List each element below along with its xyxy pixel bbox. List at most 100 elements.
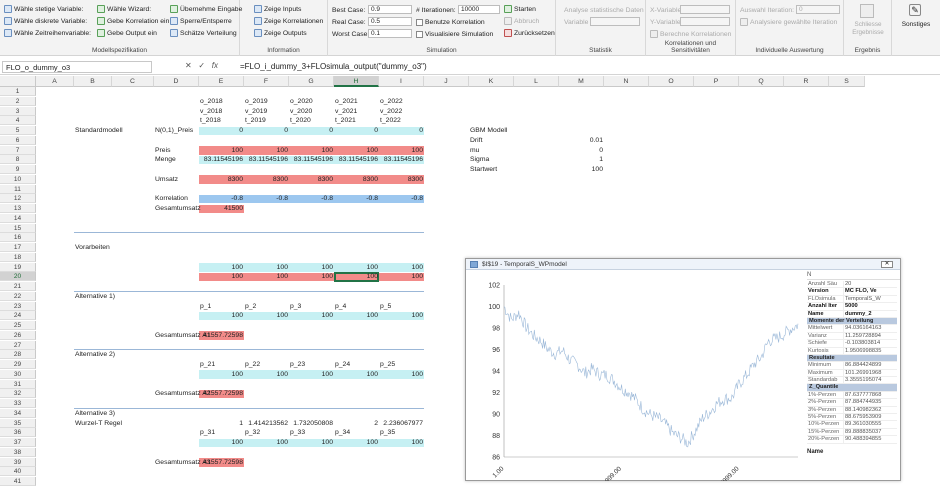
cell[interactable]: p_34 bbox=[335, 429, 351, 437]
cell[interactable]: -0.8 bbox=[276, 195, 288, 203]
property-row[interactable]: 20%-Perzen 90.488394855 bbox=[807, 436, 897, 444]
property-row[interactable]: 1%-Perzen 87.637777868 bbox=[807, 391, 897, 400]
cell[interactable]: Gesamtumsatz A1 bbox=[155, 331, 211, 339]
property-row[interactable]: Name dummy_2 bbox=[807, 310, 897, 318]
property-row[interactable]: Kurtosis 1.9506998835 bbox=[807, 347, 897, 355]
properties-section[interactable]: Momente der Verteilung bbox=[807, 317, 897, 326]
cell[interactable]: mu bbox=[470, 146, 480, 154]
select-all-corner[interactable] bbox=[0, 76, 36, 87]
cell[interactable]: p_25 bbox=[380, 361, 396, 368]
cell[interactable]: t_2018 bbox=[200, 117, 221, 125]
start-button[interactable]: Starten bbox=[504, 4, 536, 14]
row-header[interactable]: 36 bbox=[0, 428, 36, 438]
cell[interactable]: 100 bbox=[231, 439, 243, 446]
cell[interactable]: 1.414213562 bbox=[248, 419, 288, 427]
cell[interactable]: 0 bbox=[329, 127, 333, 134]
cell[interactable]: 0.01 bbox=[589, 136, 603, 144]
row-header[interactable]: 11 bbox=[0, 184, 36, 194]
cell[interactable]: Vorarbeiten bbox=[75, 244, 110, 251]
row-header[interactable]: 31 bbox=[0, 379, 36, 389]
x-variable-select[interactable] bbox=[680, 5, 730, 14]
column-header[interactable]: L bbox=[514, 76, 559, 87]
calc-correlations-button[interactable]: Berechne Korrelationen bbox=[650, 29, 731, 39]
cell[interactable]: 100 bbox=[276, 263, 288, 271]
variable-select[interactable] bbox=[590, 17, 640, 26]
row-header[interactable]: 34 bbox=[0, 408, 36, 418]
select-discrete-button[interactable]: Wähle diskrete Variable: bbox=[4, 16, 87, 26]
column-header[interactable]: K bbox=[469, 76, 514, 87]
cell[interactable]: Drift bbox=[470, 136, 483, 144]
cell[interactable]: 100 bbox=[411, 273, 423, 281]
cell[interactable]: -0.8 bbox=[321, 195, 333, 203]
cell[interactable]: 1 bbox=[599, 156, 603, 164]
row-header[interactable]: 19 bbox=[0, 262, 36, 272]
cell[interactable]: 100 bbox=[276, 146, 288, 154]
cell[interactable]: p_4 bbox=[335, 302, 347, 310]
cell[interactable]: 100 bbox=[411, 146, 423, 154]
cell[interactable]: 100 bbox=[231, 146, 243, 154]
row-header[interactable]: 28 bbox=[0, 350, 36, 360]
use-correlation-checkbox[interactable]: Benutze Korrelation bbox=[416, 17, 485, 27]
cell[interactable]: 100 bbox=[276, 312, 288, 320]
cell[interactable]: 83.11545196 bbox=[338, 156, 378, 164]
row-header[interactable]: 21 bbox=[0, 282, 36, 292]
row-header[interactable]: 14 bbox=[0, 213, 36, 223]
cell[interactable]: 100 bbox=[366, 263, 378, 271]
column-header[interactable]: B bbox=[74, 76, 112, 87]
cell[interactable]: 100 bbox=[366, 370, 378, 378]
abort-button[interactable]: Abbruch bbox=[504, 16, 539, 26]
cell[interactable]: o_2019 bbox=[245, 97, 268, 105]
cell[interactable]: 100 bbox=[231, 312, 243, 320]
row-header[interactable]: 24 bbox=[0, 311, 36, 321]
properties-table[interactable]: Anzahl Säu 20 Version MC FLO, Ve FLOsimula Te… bbox=[807, 281, 897, 444]
cell[interactable]: 83.11545196 bbox=[248, 156, 288, 164]
cell[interactable]: Menge bbox=[155, 156, 176, 164]
property-row[interactable]: 15%-Perzen 89.888835037 bbox=[807, 428, 897, 437]
show-correlations-button[interactable]: Zeige Korrelationen bbox=[254, 16, 323, 26]
row-header[interactable]: 41 bbox=[0, 477, 36, 487]
lock-unlock-button[interactable]: Sperre/Entsperre bbox=[170, 16, 232, 26]
cell[interactable]: v_2018 bbox=[200, 107, 223, 115]
column-header[interactable]: Q bbox=[739, 76, 784, 87]
row-header[interactable]: 40 bbox=[0, 467, 36, 477]
row-header[interactable]: 9 bbox=[0, 165, 36, 175]
row-header[interactable]: 33 bbox=[0, 399, 36, 409]
property-row[interactable]: 3%-Perzen 88.140982362 bbox=[807, 406, 897, 415]
column-header[interactable]: E bbox=[199, 76, 244, 87]
chart-window-title[interactable]: $I$19 - TemporalS_WPmodel bbox=[466, 259, 900, 270]
best-case-input[interactable]: 0.9 bbox=[368, 5, 412, 14]
column-header[interactable]: N bbox=[604, 76, 649, 87]
cell[interactable]: 83.11545196 bbox=[293, 156, 333, 164]
name-box[interactable]: FLO_o_dummy_o3 bbox=[2, 61, 152, 73]
cell[interactable]: 41500 bbox=[224, 205, 243, 212]
cell[interactable]: p_5 bbox=[380, 302, 392, 310]
row-header[interactable]: 7 bbox=[0, 145, 36, 155]
column-header[interactable]: D bbox=[154, 76, 199, 87]
cell[interactable]: p_31 bbox=[200, 429, 216, 437]
cell[interactable]: 0 bbox=[374, 127, 378, 134]
cell[interactable]: 100 bbox=[321, 273, 333, 281]
cell[interactable]: 100 bbox=[366, 273, 378, 281]
cell[interactable]: 8300 bbox=[272, 175, 288, 183]
cell[interactable]: -0.8 bbox=[411, 195, 423, 203]
property-row[interactable]: 10%-Perzen 89.361030555 bbox=[807, 421, 897, 429]
cell[interactable]: Preis bbox=[155, 146, 171, 154]
cell[interactable]: N(0,1)_Preis bbox=[155, 127, 194, 134]
cell[interactable]: p_3 bbox=[290, 302, 302, 310]
cell[interactable]: 100 bbox=[321, 263, 333, 271]
cell[interactable]: p_1 bbox=[200, 302, 212, 310]
property-row[interactable]: Mittelwert 94.036164163 bbox=[807, 325, 897, 333]
row-header[interactable]: 2 bbox=[0, 96, 36, 106]
row-header[interactable]: 26 bbox=[0, 330, 36, 340]
cell[interactable]: 100 bbox=[276, 273, 288, 281]
cell[interactable]: 83.11545196 bbox=[203, 156, 243, 164]
column-header[interactable]: A bbox=[36, 76, 74, 87]
property-row[interactable]: Schiefe -0.103803814 bbox=[807, 340, 897, 348]
cell[interactable]: 100 bbox=[231, 263, 243, 271]
row-header[interactable]: 16 bbox=[0, 233, 36, 243]
cell[interactable]: -0.8 bbox=[231, 195, 243, 203]
cell[interactable]: 1.732050808 bbox=[293, 419, 333, 427]
misc-button[interactable]: Sonstiges bbox=[901, 21, 931, 28]
fx-icon[interactable]: fx bbox=[211, 61, 218, 70]
row-header[interactable]: 13 bbox=[0, 204, 36, 214]
